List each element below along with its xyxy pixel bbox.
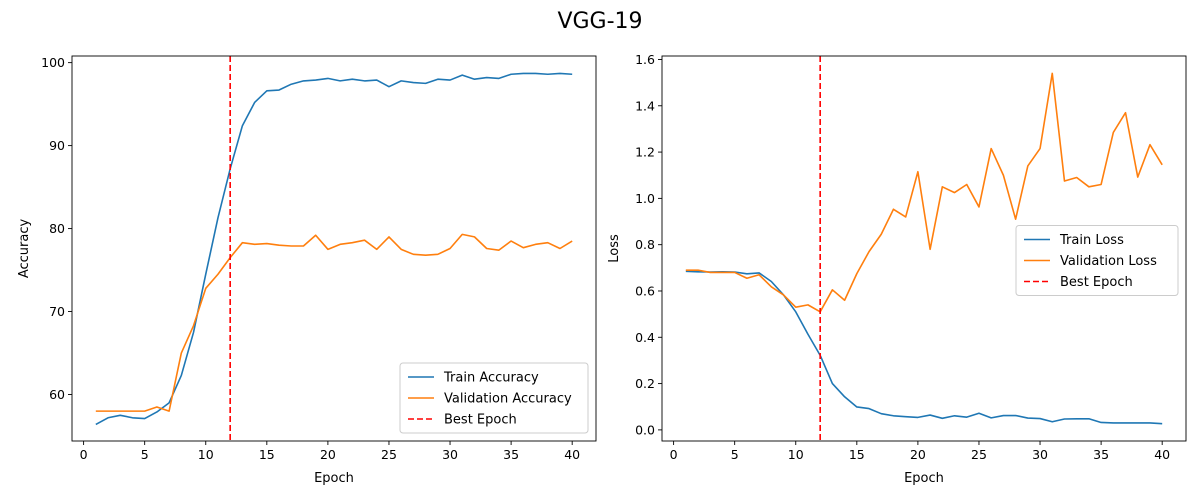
plot-area <box>95 56 573 441</box>
y-tick-label: 90 <box>49 138 65 153</box>
x-tick-label: 15 <box>849 447 865 462</box>
legend-frame <box>399 362 589 434</box>
y-tick-label: 1.6 <box>635 52 655 67</box>
y-tick-label: 0.4 <box>635 330 655 345</box>
accuracy-panel: 0 5 10 15 20 25 30 35 40 60 70 80 90 100 Epoch Accuracy… <box>17 55 597 486</box>
series-line-train <box>685 270 1163 425</box>
x-tick-label: 25 <box>381 447 397 462</box>
y-axis-label: Loss <box>607 234 622 263</box>
legend-label: Validation Loss <box>1060 254 1157 269</box>
figure-title: VGG-19 <box>557 9 642 34</box>
x-tick-label: 5 <box>141 447 149 462</box>
plot-area <box>685 56 1163 441</box>
legend-label: Validation Accuracy <box>444 392 572 407</box>
y-tick-label: 100 <box>41 55 65 70</box>
y-tick-label: 0.2 <box>635 376 655 391</box>
x-tick-label: 25 <box>971 447 987 462</box>
y-tick-label: 1.0 <box>635 191 655 206</box>
y-axis-label: Accuracy <box>17 219 32 279</box>
legend: Train Loss Validation Loss Best Epoch <box>1015 225 1179 296</box>
y-tick-label: 1.4 <box>635 98 655 113</box>
x-tick-label: 10 <box>198 447 214 462</box>
series-line-train <box>95 72 573 426</box>
x-tick-label: 35 <box>1093 447 1109 462</box>
x-axis-label: Epoch <box>904 471 944 486</box>
legend-frame <box>1015 225 1179 296</box>
x-tick-label: 10 <box>788 447 804 462</box>
x-tick-label: 0 <box>670 447 678 462</box>
y-tick-label: 1.2 <box>635 145 655 160</box>
legend-label: Best Epoch <box>444 413 517 428</box>
y-tick-label: 0.6 <box>635 283 655 298</box>
x-tick-label: 40 <box>564 447 580 462</box>
y-tick-label: 60 <box>49 387 65 402</box>
plot-frame <box>71 55 597 442</box>
plot-frame <box>661 55 1187 442</box>
series-line-validation <box>685 72 1163 313</box>
y-tick-label: 70 <box>49 304 65 319</box>
legend-label: Train Accuracy <box>443 371 539 386</box>
x-axis-label: Epoch <box>314 471 354 486</box>
x-tick-label: 0 <box>80 447 88 462</box>
x-tick-label: 15 <box>259 447 275 462</box>
x-tick-label: 35 <box>503 447 519 462</box>
legend-label: Train Loss <box>1059 233 1124 248</box>
y-tick-label: 0.8 <box>635 237 655 252</box>
y-tick-label: 0.0 <box>635 422 655 437</box>
legend-label: Best Epoch <box>1060 275 1133 290</box>
x-tick-label: 30 <box>442 447 458 462</box>
y-tick-label: 80 <box>49 221 65 236</box>
series-line-validation <box>95 233 573 412</box>
legend: Train Accuracy Validation Accuracy Best Ep… <box>399 362 589 434</box>
x-tick-label: 20 <box>910 447 926 462</box>
x-tick-label: 20 <box>320 447 336 462</box>
x-tick-label: 30 <box>1032 447 1048 462</box>
x-tick-label: 5 <box>731 447 739 462</box>
loss-panel: 0 5 10 15 20 25 30 35 40 0.0 0.2 0.4 0.6 0.8 1.0 1.2 1.4… <box>607 52 1187 486</box>
x-tick-label: 40 <box>1154 447 1170 462</box>
